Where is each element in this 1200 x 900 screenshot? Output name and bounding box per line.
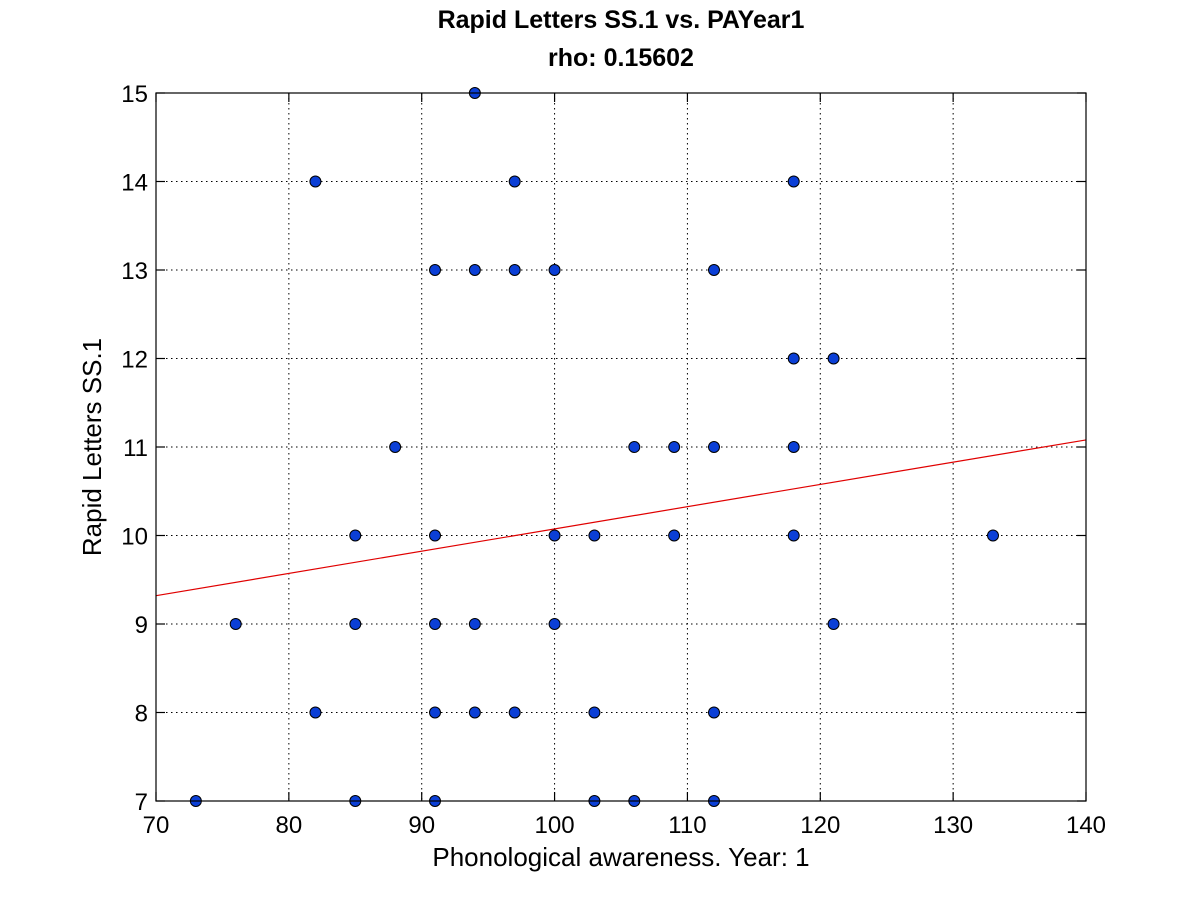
- data-point: [429, 529, 441, 542]
- data-point: [309, 706, 322, 719]
- data-point: [787, 175, 800, 188]
- data-point: [668, 529, 681, 542]
- y-tick-label: 13: [121, 258, 148, 285]
- data-point: [468, 706, 481, 719]
- x-tick-label: 110: [668, 812, 706, 839]
- y-axis-label: Rapid Letters SS.1: [77, 338, 107, 556]
- x-tick-labels: 70 80 90 100 110 120 130 140: [143, 812, 1106, 839]
- data-point: [987, 529, 999, 542]
- data-point: [628, 441, 641, 453]
- chart-title: Rapid Letters SS.1 vs. PAYear1: [438, 6, 805, 34]
- data-point: [708, 264, 720, 276]
- data-point: [309, 175, 322, 188]
- x-tick-label: 120: [800, 812, 840, 839]
- y-tick-labels: 7 8 9 10 11 12 13 14 15: [121, 81, 148, 816]
- y-tick-label: 10: [121, 524, 148, 551]
- x-tick-label: 100: [535, 812, 575, 839]
- data-point: [468, 618, 481, 630]
- data-point: [349, 529, 362, 542]
- data-point: [787, 352, 800, 365]
- data-point: [508, 175, 521, 188]
- chart-subtitle: rho: 0.15602: [548, 44, 694, 72]
- data-point: [429, 706, 441, 719]
- data-point: [429, 618, 441, 630]
- grid-lines: [156, 93, 1086, 801]
- regression-line: [155, 439, 1087, 597]
- axis-ticks: [155, 92, 1087, 802]
- data-point: [827, 618, 840, 630]
- x-tick-label: 80: [276, 812, 303, 839]
- data-point: [708, 706, 720, 719]
- x-tick-label: 130: [933, 812, 973, 839]
- y-tick-label: 7: [135, 789, 148, 816]
- data-point: [588, 706, 601, 719]
- y-tick-label: 14: [121, 170, 148, 197]
- fit-line-group: [155, 439, 1087, 597]
- data-point: [468, 264, 481, 276]
- data-point: [508, 264, 521, 276]
- data-point: [827, 352, 840, 365]
- data-point: [668, 441, 681, 453]
- data-point: [787, 441, 800, 453]
- data-point: [389, 441, 402, 453]
- y-tick-label: 12: [121, 347, 148, 374]
- x-tick-label: 90: [408, 812, 435, 839]
- x-axis-label: Phonological awareness. Year: 1: [432, 842, 809, 872]
- y-tick-label: 15: [121, 81, 148, 108]
- data-point: [708, 441, 720, 453]
- data-point: [548, 618, 561, 630]
- data-point: [548, 264, 561, 276]
- data-point: [349, 618, 362, 630]
- data-point: [429, 264, 441, 276]
- y-tick-label: 9: [135, 612, 148, 639]
- y-tick-label: 11: [123, 435, 148, 462]
- data-point: [588, 529, 601, 542]
- x-tick-label: 140: [1066, 812, 1106, 839]
- data-point: [508, 706, 521, 719]
- data-point: [548, 529, 561, 542]
- data-point: [229, 618, 242, 630]
- y-tick-label: 8: [135, 701, 148, 728]
- data-point: [787, 529, 800, 542]
- x-tick-label: 70: [143, 812, 170, 839]
